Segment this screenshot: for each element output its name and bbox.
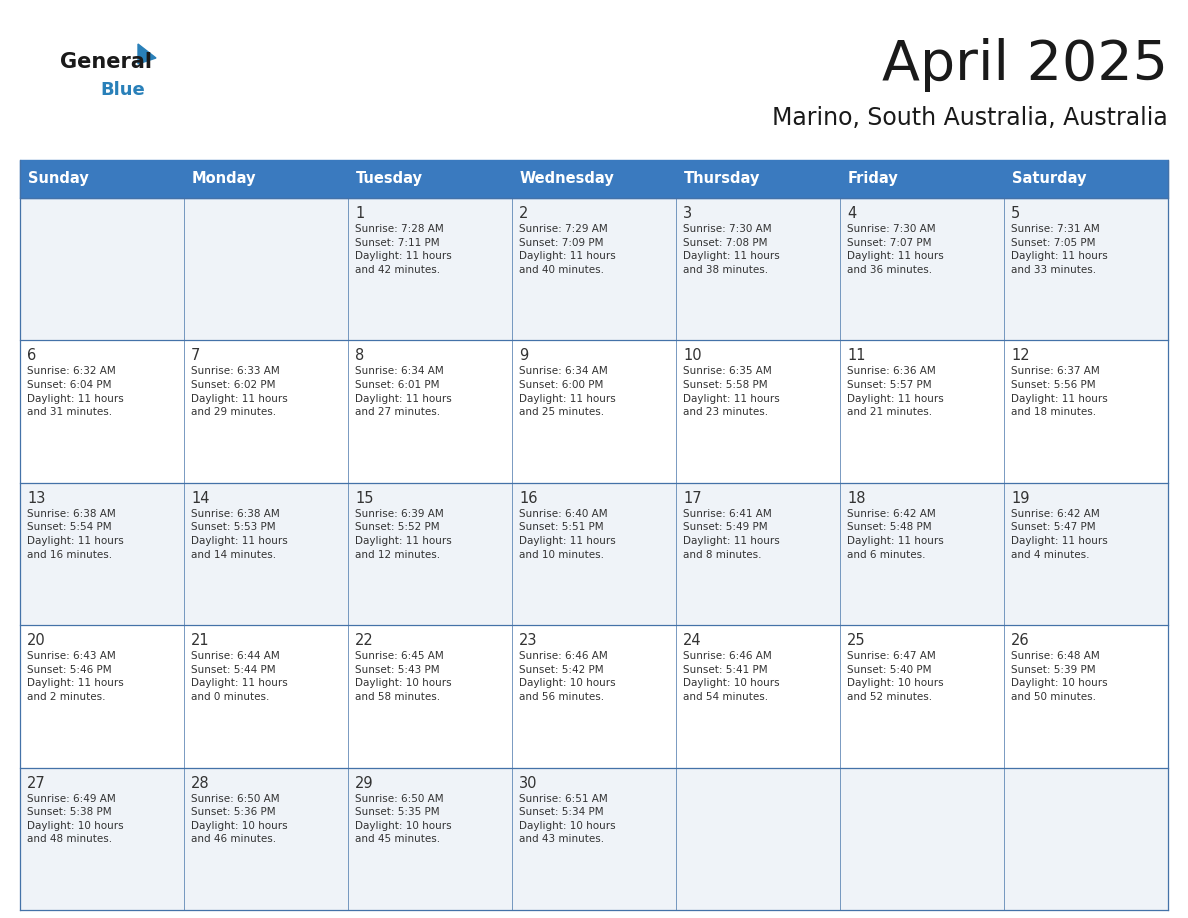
Text: Sunrise: 6:34 AM
Sunset: 6:00 PM
Daylight: 11 hours
and 25 minutes.: Sunrise: 6:34 AM Sunset: 6:00 PM Dayligh… xyxy=(519,366,615,417)
Text: 14: 14 xyxy=(191,491,209,506)
Text: 23: 23 xyxy=(519,633,537,648)
Text: 5: 5 xyxy=(1011,206,1020,221)
Text: 7: 7 xyxy=(191,349,201,364)
Text: Sunrise: 7:30 AM
Sunset: 7:07 PM
Daylight: 11 hours
and 36 minutes.: Sunrise: 7:30 AM Sunset: 7:07 PM Dayligh… xyxy=(847,224,943,274)
Text: 12: 12 xyxy=(1011,349,1030,364)
Text: 8: 8 xyxy=(355,349,365,364)
Text: Marino, South Australia, Australia: Marino, South Australia, Australia xyxy=(772,106,1168,130)
Text: 21: 21 xyxy=(191,633,209,648)
Text: 2: 2 xyxy=(519,206,529,221)
Text: 4: 4 xyxy=(847,206,857,221)
Text: 29: 29 xyxy=(355,776,373,790)
Bar xyxy=(20,341,1168,483)
Text: Sunrise: 6:42 AM
Sunset: 5:47 PM
Daylight: 11 hours
and 4 minutes.: Sunrise: 6:42 AM Sunset: 5:47 PM Dayligh… xyxy=(1011,509,1107,560)
Text: Sunrise: 6:34 AM
Sunset: 6:01 PM
Daylight: 11 hours
and 27 minutes.: Sunrise: 6:34 AM Sunset: 6:01 PM Dayligh… xyxy=(355,366,451,417)
Text: Sunrise: 6:41 AM
Sunset: 5:49 PM
Daylight: 11 hours
and 8 minutes.: Sunrise: 6:41 AM Sunset: 5:49 PM Dayligh… xyxy=(683,509,779,560)
Text: General: General xyxy=(61,52,152,72)
Text: Sunday: Sunday xyxy=(29,172,89,186)
Text: Sunrise: 6:38 AM
Sunset: 5:53 PM
Daylight: 11 hours
and 14 minutes.: Sunrise: 6:38 AM Sunset: 5:53 PM Dayligh… xyxy=(191,509,287,560)
Bar xyxy=(20,767,1168,910)
Text: 26: 26 xyxy=(1011,633,1030,648)
Text: April 2025: April 2025 xyxy=(881,38,1168,92)
Text: Monday: Monday xyxy=(192,172,257,186)
Text: 3: 3 xyxy=(683,206,693,221)
Text: Friday: Friday xyxy=(848,172,899,186)
Text: Sunrise: 6:46 AM
Sunset: 5:41 PM
Daylight: 10 hours
and 54 minutes.: Sunrise: 6:46 AM Sunset: 5:41 PM Dayligh… xyxy=(683,651,779,702)
Text: Sunrise: 6:47 AM
Sunset: 5:40 PM
Daylight: 10 hours
and 52 minutes.: Sunrise: 6:47 AM Sunset: 5:40 PM Dayligh… xyxy=(847,651,943,702)
Text: 10: 10 xyxy=(683,349,702,364)
Text: Saturday: Saturday xyxy=(1012,172,1087,186)
Bar xyxy=(20,625,1168,767)
Text: Wednesday: Wednesday xyxy=(520,172,614,186)
Text: 9: 9 xyxy=(519,349,529,364)
Polygon shape xyxy=(138,44,156,64)
Text: Sunrise: 6:51 AM
Sunset: 5:34 PM
Daylight: 10 hours
and 43 minutes.: Sunrise: 6:51 AM Sunset: 5:34 PM Dayligh… xyxy=(519,793,615,845)
Text: 13: 13 xyxy=(27,491,45,506)
Text: 11: 11 xyxy=(847,349,866,364)
Text: 19: 19 xyxy=(1011,491,1030,506)
Text: 20: 20 xyxy=(27,633,46,648)
Text: 25: 25 xyxy=(847,633,866,648)
Text: 30: 30 xyxy=(519,776,537,790)
Text: Sunrise: 7:31 AM
Sunset: 7:05 PM
Daylight: 11 hours
and 33 minutes.: Sunrise: 7:31 AM Sunset: 7:05 PM Dayligh… xyxy=(1011,224,1107,274)
Text: 6: 6 xyxy=(27,349,37,364)
Text: Sunrise: 6:35 AM
Sunset: 5:58 PM
Daylight: 11 hours
and 23 minutes.: Sunrise: 6:35 AM Sunset: 5:58 PM Dayligh… xyxy=(683,366,779,417)
Text: Sunrise: 6:32 AM
Sunset: 6:04 PM
Daylight: 11 hours
and 31 minutes.: Sunrise: 6:32 AM Sunset: 6:04 PM Dayligh… xyxy=(27,366,124,417)
Text: Sunrise: 6:37 AM
Sunset: 5:56 PM
Daylight: 11 hours
and 18 minutes.: Sunrise: 6:37 AM Sunset: 5:56 PM Dayligh… xyxy=(1011,366,1107,417)
Text: Sunrise: 6:50 AM
Sunset: 5:35 PM
Daylight: 10 hours
and 45 minutes.: Sunrise: 6:50 AM Sunset: 5:35 PM Dayligh… xyxy=(355,793,451,845)
Bar xyxy=(20,198,1168,341)
Bar xyxy=(20,160,1168,198)
Text: 16: 16 xyxy=(519,491,537,506)
Text: Sunrise: 6:40 AM
Sunset: 5:51 PM
Daylight: 11 hours
and 10 minutes.: Sunrise: 6:40 AM Sunset: 5:51 PM Dayligh… xyxy=(519,509,615,560)
Text: 24: 24 xyxy=(683,633,702,648)
Text: Sunrise: 6:39 AM
Sunset: 5:52 PM
Daylight: 11 hours
and 12 minutes.: Sunrise: 6:39 AM Sunset: 5:52 PM Dayligh… xyxy=(355,509,451,560)
Text: 17: 17 xyxy=(683,491,702,506)
Text: Thursday: Thursday xyxy=(684,172,760,186)
Text: Sunrise: 6:45 AM
Sunset: 5:43 PM
Daylight: 10 hours
and 58 minutes.: Sunrise: 6:45 AM Sunset: 5:43 PM Dayligh… xyxy=(355,651,451,702)
Bar xyxy=(20,483,1168,625)
Text: Sunrise: 6:46 AM
Sunset: 5:42 PM
Daylight: 10 hours
and 56 minutes.: Sunrise: 6:46 AM Sunset: 5:42 PM Dayligh… xyxy=(519,651,615,702)
Text: Sunrise: 6:48 AM
Sunset: 5:39 PM
Daylight: 10 hours
and 50 minutes.: Sunrise: 6:48 AM Sunset: 5:39 PM Dayligh… xyxy=(1011,651,1107,702)
Text: 28: 28 xyxy=(191,776,209,790)
Text: Blue: Blue xyxy=(100,81,145,99)
Text: Sunrise: 6:43 AM
Sunset: 5:46 PM
Daylight: 11 hours
and 2 minutes.: Sunrise: 6:43 AM Sunset: 5:46 PM Dayligh… xyxy=(27,651,124,702)
Text: Sunrise: 6:49 AM
Sunset: 5:38 PM
Daylight: 10 hours
and 48 minutes.: Sunrise: 6:49 AM Sunset: 5:38 PM Dayligh… xyxy=(27,793,124,845)
Text: Sunrise: 7:29 AM
Sunset: 7:09 PM
Daylight: 11 hours
and 40 minutes.: Sunrise: 7:29 AM Sunset: 7:09 PM Dayligh… xyxy=(519,224,615,274)
Text: 1: 1 xyxy=(355,206,365,221)
Text: Sunrise: 6:44 AM
Sunset: 5:44 PM
Daylight: 11 hours
and 0 minutes.: Sunrise: 6:44 AM Sunset: 5:44 PM Dayligh… xyxy=(191,651,287,702)
Text: Sunrise: 6:36 AM
Sunset: 5:57 PM
Daylight: 11 hours
and 21 minutes.: Sunrise: 6:36 AM Sunset: 5:57 PM Dayligh… xyxy=(847,366,943,417)
Text: Sunrise: 6:38 AM
Sunset: 5:54 PM
Daylight: 11 hours
and 16 minutes.: Sunrise: 6:38 AM Sunset: 5:54 PM Dayligh… xyxy=(27,509,124,560)
Text: 18: 18 xyxy=(847,491,866,506)
Text: Sunrise: 6:33 AM
Sunset: 6:02 PM
Daylight: 11 hours
and 29 minutes.: Sunrise: 6:33 AM Sunset: 6:02 PM Dayligh… xyxy=(191,366,287,417)
Text: Sunrise: 7:28 AM
Sunset: 7:11 PM
Daylight: 11 hours
and 42 minutes.: Sunrise: 7:28 AM Sunset: 7:11 PM Dayligh… xyxy=(355,224,451,274)
Text: 22: 22 xyxy=(355,633,374,648)
Text: 27: 27 xyxy=(27,776,46,790)
Text: Sunrise: 7:30 AM
Sunset: 7:08 PM
Daylight: 11 hours
and 38 minutes.: Sunrise: 7:30 AM Sunset: 7:08 PM Dayligh… xyxy=(683,224,779,274)
Text: Sunrise: 6:42 AM
Sunset: 5:48 PM
Daylight: 11 hours
and 6 minutes.: Sunrise: 6:42 AM Sunset: 5:48 PM Dayligh… xyxy=(847,509,943,560)
Text: Tuesday: Tuesday xyxy=(356,172,423,186)
Text: 15: 15 xyxy=(355,491,373,506)
Text: Sunrise: 6:50 AM
Sunset: 5:36 PM
Daylight: 10 hours
and 46 minutes.: Sunrise: 6:50 AM Sunset: 5:36 PM Dayligh… xyxy=(191,793,287,845)
